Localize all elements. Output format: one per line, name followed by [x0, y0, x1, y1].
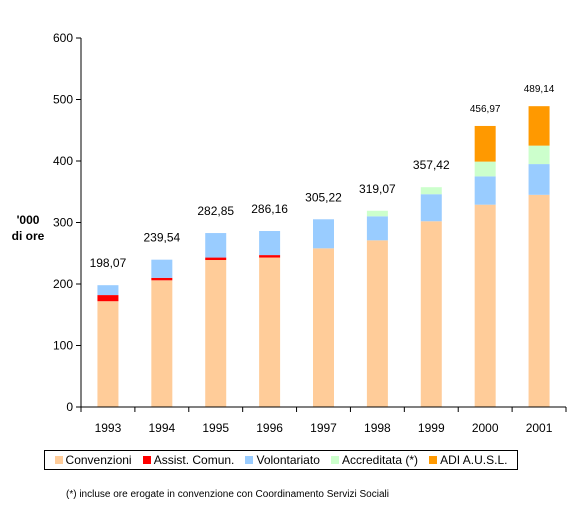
bar-segment-1998-series-3 [366, 210, 388, 217]
legend-label-accreditata: Accreditata (*) [341, 453, 418, 467]
axes-layer [76, 37, 567, 412]
bar-segment-1999-series-2 [420, 194, 442, 222]
y-tick-label-200: 200 [53, 277, 73, 291]
bar-segment-1996-series-0 [259, 257, 281, 407]
legend-swatch-accreditata [330, 456, 339, 464]
legend: Convenzioni Assist. Comun. Volontariato … [44, 450, 518, 470]
bar-segment-1997-series-0 [313, 248, 334, 407]
bar-segment-1999-series-3 [420, 187, 442, 195]
y-tick-label-300: 300 [53, 216, 73, 230]
legend-swatch-adi-ausl [429, 456, 438, 464]
bars-layer [97, 106, 550, 407]
y-axis-label: '000 di ore [6, 212, 50, 244]
bar-segment-2000-series-0 [474, 204, 496, 407]
total-label-2000: 456,97 [470, 104, 501, 115]
legend-label-convenzioni: Convenzioni [65, 453, 132, 467]
y-axis-label-line-2: di ore [11, 229, 45, 243]
bar-segment-1998-series-2 [366, 216, 388, 241]
bar-segment-1996-series-2 [259, 231, 281, 256]
bar-segment-2000-series-4 [474, 125, 496, 162]
bar-segment-1993-series-0 [97, 301, 119, 407]
y-tick-label-0: 0 [66, 400, 73, 414]
legend-item-adi-ausl: ADI A.U.S.L. [429, 453, 507, 467]
legend-item-volontariato: Volontariato [245, 453, 320, 467]
footnote: (*) incluse ore erogate in convenzione c… [66, 489, 389, 500]
legend-label-adi-ausl: ADI A.U.S.L. [440, 453, 508, 467]
bar-segment-1995-series-2 [205, 233, 227, 258]
bar-segment-1994-series-2 [151, 259, 173, 278]
x-tick-label-2000: 2000 [472, 421, 499, 435]
bar-segment-1994-series-0 [151, 280, 173, 407]
stacked-bar-chart: 0 100 200 300 400 500 600 1993 198,07 1994 239,54 1… [53, 31, 567, 435]
legend-label-assist-comun: Assist. Comun. [153, 453, 235, 467]
bar-segment-1995-series-1 [205, 257, 227, 261]
bar-segment-1994-series-1 [151, 277, 173, 281]
x-tick-label-1997: 1997 [310, 421, 337, 435]
x-tick-label-1999: 1999 [418, 421, 445, 435]
x-tick-label-1994: 1994 [148, 421, 175, 435]
legend-swatch-convenzioni [54, 456, 63, 464]
bar-segment-2000-series-2 [474, 176, 496, 205]
x-tick-label-1995: 1995 [202, 421, 229, 435]
total-label-1993: 198,07 [90, 256, 127, 270]
bar-segment-1995-series-0 [205, 260, 227, 407]
bar-segment-1999-series-0 [420, 221, 442, 407]
bar-segment-1998-series-0 [366, 240, 388, 407]
legend-item-assist-comun: Assist. Comun. [142, 453, 235, 467]
total-label-1994: 239,54 [143, 231, 180, 245]
legend-swatch-volontariato [245, 456, 254, 464]
total-label-1997: 305,22 [305, 190, 342, 204]
x-tick-label-1993: 1993 [95, 421, 122, 435]
legend-label-volontariato: Volontariato [256, 453, 320, 467]
legend-item-convenzioni: Convenzioni [54, 453, 132, 467]
bar-segment-2000-series-3 [474, 161, 496, 177]
total-label-1996: 286,16 [251, 202, 288, 216]
legend-swatch-assist-comun [142, 456, 151, 464]
y-axis-label-line-1: '000 [16, 213, 40, 227]
bar-segment-2001-series-2 [528, 164, 550, 195]
legend-item-accreditata: Accreditata (*) [330, 453, 418, 467]
total-label-1995: 282,85 [197, 204, 234, 218]
x-tick-label-2001: 2001 [526, 421, 553, 435]
y-tick-label-500: 500 [53, 93, 73, 107]
y-tick-label-600: 600 [53, 31, 73, 45]
bar-segment-1993-series-2 [97, 285, 119, 296]
bar-segment-2001-series-4 [528, 106, 550, 146]
x-tick-label-1996: 1996 [256, 421, 283, 435]
x-tick-label-1998: 1998 [364, 421, 391, 435]
y-tick-label-400: 400 [53, 154, 73, 168]
total-label-1998: 319,07 [359, 182, 396, 196]
total-label-1999: 357,42 [413, 158, 450, 172]
bar-segment-1997-series-2 [313, 219, 334, 249]
bar-segment-2001-series-3 [528, 145, 550, 165]
bar-segment-1996-series-1 [259, 255, 281, 258]
bar-segment-1993-series-1 [97, 295, 119, 302]
y-tick-label-100: 100 [53, 339, 73, 353]
labels-layer: 0 100 200 300 400 500 600 1993 198,07 1994 239,54 1… [53, 31, 555, 435]
bar-segment-2001-series-0 [528, 194, 550, 407]
total-label-2001: 489,14 [524, 84, 555, 95]
